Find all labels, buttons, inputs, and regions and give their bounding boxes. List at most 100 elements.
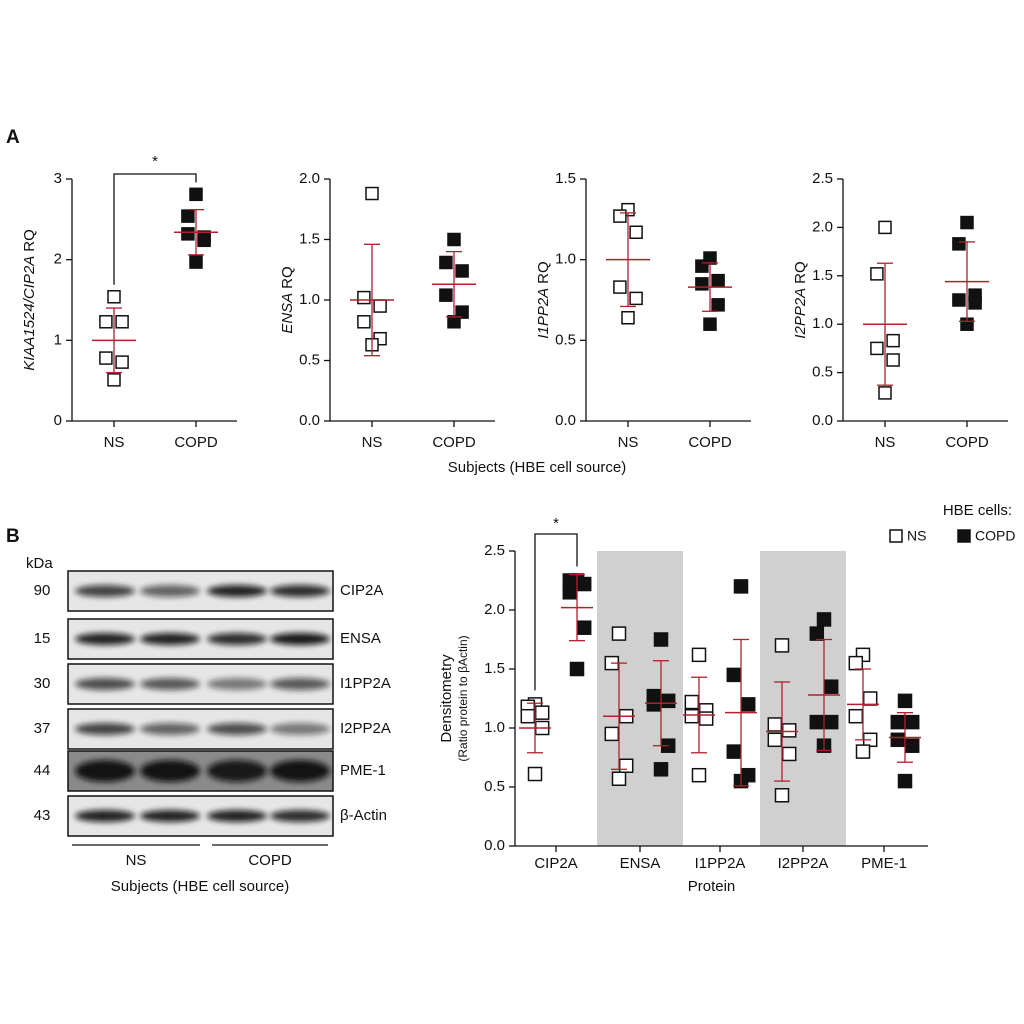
data-point: [576, 576, 592, 592]
data-point: [618, 758, 634, 774]
data-point: [629, 291, 643, 306]
blot-row-label: I1PP2A: [340, 675, 391, 692]
blot-band: [207, 678, 267, 690]
y-axis-label-unit: RQ: [279, 266, 296, 289]
panel-label: A: [6, 127, 20, 148]
data-point: [740, 697, 756, 712]
data-point: [569, 661, 585, 677]
blot-unit-label: kDa: [26, 555, 53, 572]
x-tick-label: I1PP2A: [695, 855, 746, 872]
y-tick-label: 0.5: [812, 364, 833, 381]
blot-band: [270, 633, 330, 645]
data-point: [107, 373, 121, 387]
data-point: [691, 767, 707, 783]
data-point: [520, 708, 536, 724]
data-point: [774, 788, 790, 803]
data-point: [886, 353, 900, 367]
blot-band: [75, 678, 135, 690]
data-point: [781, 723, 797, 738]
blot-kda-label: 37: [34, 720, 51, 737]
y-axis-label-gene: I1PP2A: [535, 288, 552, 339]
data-point: [629, 225, 643, 239]
y-tick-label: 1.5: [299, 230, 320, 247]
y-tick-label: 1: [54, 331, 62, 348]
data-point: [646, 697, 662, 712]
y-axis-label-unit: RQ: [535, 261, 552, 284]
x-tick-label: CIP2A: [534, 855, 577, 872]
data-point: [960, 215, 974, 230]
data-point: [527, 766, 543, 782]
blot-kda-label: 30: [34, 675, 51, 692]
y-tick-label: 3: [54, 170, 62, 187]
data-point: [767, 732, 783, 748]
data-point: [890, 714, 906, 730]
blot-band: [270, 810, 330, 822]
y-axis-label: I2PP2A RQ: [792, 261, 809, 338]
blot-row-label: ENSA: [340, 630, 381, 647]
x-tick-label: NS: [618, 434, 639, 451]
y-tick-label: 1.5: [812, 267, 833, 284]
data-point: [691, 647, 707, 663]
y-tick-label: 1.0: [484, 719, 505, 736]
data-point: [855, 744, 871, 759]
data-point: [862, 691, 878, 706]
y-tick-label: 0.0: [484, 837, 505, 854]
y-tick-label: 2.5: [484, 542, 505, 559]
data-point: [611, 626, 627, 641]
blot-band: [75, 760, 135, 782]
x-tick-label: COPD: [174, 434, 218, 451]
data-point: [613, 209, 627, 223]
data-point: [181, 209, 195, 223]
data-point: [107, 290, 121, 304]
group-label: NS: [126, 852, 147, 869]
blot-band: [207, 810, 267, 822]
data-point: [809, 714, 825, 730]
blot-band: [75, 723, 135, 735]
legend-swatch: [889, 529, 903, 543]
data-point: [189, 255, 203, 269]
data-point: [576, 620, 592, 635]
blot-kda-label: 43: [34, 807, 51, 824]
blot-band: [207, 585, 267, 597]
x-tick-label: I2PP2A: [778, 855, 829, 872]
blot-band: [75, 633, 135, 645]
data-point: [611, 771, 627, 786]
data-point: [711, 273, 725, 288]
data-point: [952, 237, 966, 251]
y-tick-label: 2: [54, 251, 62, 268]
y-tick-label: 1.5: [484, 660, 505, 677]
blot-row-label: β-Actin: [340, 807, 387, 824]
data-point: [870, 267, 884, 281]
data-point: [357, 290, 371, 305]
data-point: [816, 612, 832, 627]
data-point: [115, 315, 129, 329]
data-point: [703, 317, 717, 331]
blot-band: [140, 810, 200, 822]
y-axis-label-unit: RQ: [21, 229, 38, 252]
blot-band: [140, 633, 200, 645]
y-axis-label: I1PP2A RQ: [535, 261, 552, 338]
category-shade: [760, 551, 846, 846]
data-point: [726, 744, 742, 759]
blot-band: [140, 585, 200, 597]
data-point: [968, 296, 982, 310]
data-point: [99, 351, 113, 365]
blot-kda-label: 44: [34, 762, 51, 779]
y-axis-label: ENSA RQ: [279, 266, 296, 333]
legend-title: HBE cells:: [943, 502, 1012, 519]
data-point: [733, 579, 749, 594]
data-point: [455, 264, 469, 278]
y-tick-label: 0: [54, 412, 62, 429]
y-tick-label: 0.5: [484, 778, 505, 795]
x-tick-label: PME-1: [861, 855, 907, 872]
blot-x-label: Subjects (HBE cell source): [111, 878, 289, 895]
blot-band: [270, 678, 330, 690]
blot-band: [270, 760, 330, 782]
data-point: [684, 694, 700, 710]
blot-band: [207, 723, 267, 735]
data-point: [621, 310, 635, 325]
x-tick-label: NS: [104, 434, 125, 451]
significance-label: *: [152, 153, 158, 170]
data-point: [870, 341, 884, 356]
